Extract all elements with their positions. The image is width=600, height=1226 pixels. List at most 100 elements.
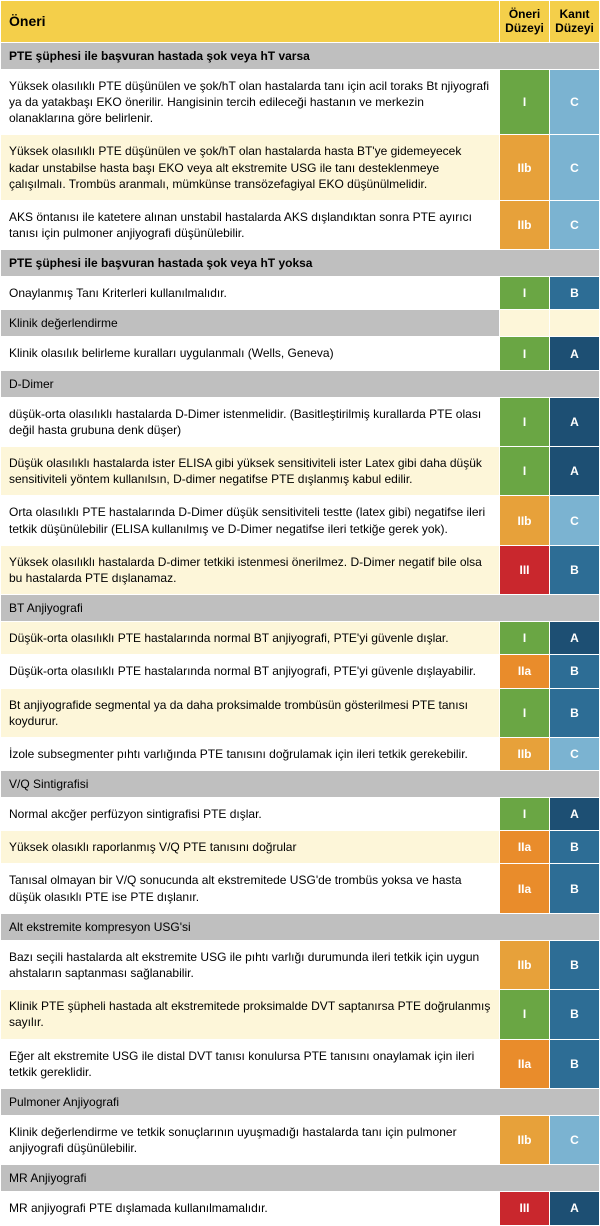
- table-row: MR Anjiyografi: [1, 1165, 600, 1192]
- rec-badge: I: [500, 990, 550, 1039]
- ev-badge: A: [550, 1192, 600, 1225]
- table-row: Onaylanmış Tanı Kriterleri kullanılmalıd…: [1, 277, 600, 310]
- ev-badge: A: [550, 622, 600, 655]
- rec-badge: IIb: [500, 1115, 550, 1164]
- ev-badge: B: [550, 277, 600, 310]
- header-title: Öneri: [1, 1, 500, 43]
- rec-badge: I: [500, 447, 550, 496]
- table-row: V/Q Sintigrafisi: [1, 771, 600, 798]
- recommendation-text: Normal akcğer perfüzyon sintigrafisi PTE…: [1, 798, 500, 831]
- table-row: İzole subsegmenter pıhtı varlığında PTE …: [1, 737, 600, 770]
- table-row: Bazı seçili hastalarda alt ekstremite US…: [1, 940, 600, 989]
- recommendation-text: Yüksek olasılıklı PTE düşünülen ve şok/h…: [1, 69, 500, 135]
- table-row: BT Anjiyografi: [1, 595, 600, 622]
- recommendation-text: AKS öntanısı ile katetere alınan unstabi…: [1, 200, 500, 249]
- rec-badge: IIb: [500, 940, 550, 989]
- table-row: Yüksek olasılıklı PTE düşünülen ve şok/h…: [1, 135, 600, 201]
- ev-badge: C: [550, 69, 600, 135]
- rec-badge: I: [500, 337, 550, 370]
- rec-badge: IIa: [500, 1039, 550, 1088]
- table-row: Orta olasılıklı PTE hastalarında D-Dimer…: [1, 496, 600, 545]
- recommendation-text: Yüksek olasılıklı hastalarda D-dimer tet…: [1, 545, 500, 594]
- rec-badge: I: [500, 622, 550, 655]
- ev-badge: B: [550, 545, 600, 594]
- recommendation-text: Klinik değerlendirme ve tetkik sonuçları…: [1, 1115, 500, 1164]
- ev-badge: C: [550, 135, 600, 201]
- recommendation-text: Yüksek olasılıklı PTE düşünülen ve şok/h…: [1, 135, 500, 201]
- ev-badge: B: [550, 655, 600, 688]
- ev-badge: A: [550, 798, 600, 831]
- header-row: Öneri Öneri Düzeyi Kanıt Düzeyi: [1, 1, 600, 43]
- recommendation-text: Bt anjiyografide segmental ya da daha pr…: [1, 688, 500, 737]
- table-row: Klinik değerlendirme: [1, 310, 600, 337]
- recommendation-text: MR anjiyografi PTE dışlamada kullanılmam…: [1, 1192, 500, 1225]
- recommendation-text: İzole subsegmenter pıhtı varlığında PTE …: [1, 737, 500, 770]
- ev-badge: B: [550, 831, 600, 864]
- rec-badge: I: [500, 397, 550, 446]
- header-col-ev: Kanıt Düzeyi: [550, 1, 600, 43]
- recommendation-text: Eğer alt ekstremite USG ile distal DVT t…: [1, 1039, 500, 1088]
- table-row: Klinik değerlendirme ve tetkik sonuçları…: [1, 1115, 600, 1164]
- table-row: MR anjiyografi PTE dışlamada kullanılmam…: [1, 1192, 600, 1225]
- rec-badge: III: [500, 545, 550, 594]
- rec-badge: I: [500, 798, 550, 831]
- rec-badge: I: [500, 69, 550, 135]
- ev-badge: B: [550, 688, 600, 737]
- subsection-header: Klinik değerlendirme: [1, 310, 500, 337]
- subsection-header: D-Dimer: [1, 370, 600, 397]
- subsection-header: Alt ekstremite kompresyon USG'si: [1, 913, 600, 940]
- table-body: PTE şüphesi ile başvuran hastada şok vey…: [1, 42, 600, 1225]
- recommendation-table-wrap: Öneri Öneri Düzeyi Kanıt Düzeyi PTE şüph…: [0, 0, 600, 1226]
- recommendation-text: Klinik PTE şüpheli hastada alt ekstremit…: [1, 990, 500, 1039]
- table-row: Bt anjiyografide segmental ya da daha pr…: [1, 688, 600, 737]
- ev-badge: C: [550, 737, 600, 770]
- rec-badge: IIb: [500, 737, 550, 770]
- rec-badge: III: [500, 1192, 550, 1225]
- table-row: Tanısal olmayan bir V/Q sonucunda alt ek…: [1, 864, 600, 913]
- recommendation-text: Düşük olasılıklı hastalarda ister ELISA …: [1, 447, 500, 496]
- rec-badge: I: [500, 688, 550, 737]
- recommendation-text: Bazı seçili hastalarda alt ekstremite US…: [1, 940, 500, 989]
- recommendation-text: Düşük-orta olasılıklı PTE hastalarında n…: [1, 622, 500, 655]
- recommendation-text: Klinik olasılık belirleme kuralları uygu…: [1, 337, 500, 370]
- ev-badge: B: [550, 990, 600, 1039]
- ev-badge: A: [550, 447, 600, 496]
- rec-badge: IIb: [500, 200, 550, 249]
- table-row: düşük-orta olasılıklı hastalarda D-Dimer…: [1, 397, 600, 446]
- ev-badge: C: [550, 200, 600, 249]
- rec-badge-blank: [500, 310, 550, 337]
- recommendation-text: Yüksek olasıklı raporlanmış V/Q PTE tanı…: [1, 831, 500, 864]
- recommendation-text: düşük-orta olasılıklı hastalarda D-Dimer…: [1, 397, 500, 446]
- subsection-header: BT Anjiyografi: [1, 595, 600, 622]
- table-row: PTE şüphesi ile başvuran hastada şok vey…: [1, 250, 600, 277]
- recommendation-text: Tanısal olmayan bir V/Q sonucunda alt ek…: [1, 864, 500, 913]
- ev-badge: C: [550, 496, 600, 545]
- subsection-header: MR Anjiyografi: [1, 1165, 600, 1192]
- table-row: Yüksek olasılıklı hastalarda D-dimer tet…: [1, 545, 600, 594]
- ev-badge: A: [550, 397, 600, 446]
- rec-badge: IIa: [500, 831, 550, 864]
- ev-badge: C: [550, 1115, 600, 1164]
- table-row: Klinik olasılık belirleme kuralları uygu…: [1, 337, 600, 370]
- ev-badge: B: [550, 1039, 600, 1088]
- table-row: Yüksek olasılıklı PTE düşünülen ve şok/h…: [1, 69, 600, 135]
- table-row: Eğer alt ekstremite USG ile distal DVT t…: [1, 1039, 600, 1088]
- section-header: PTE şüphesi ile başvuran hastada şok vey…: [1, 42, 600, 69]
- rec-badge: IIb: [500, 135, 550, 201]
- recommendation-table: Öneri Öneri Düzeyi Kanıt Düzeyi PTE şüph…: [0, 0, 600, 1226]
- table-row: AKS öntanısı ile katetere alınan unstabi…: [1, 200, 600, 249]
- ev-badge: B: [550, 940, 600, 989]
- recommendation-text: Düşük-orta olasılıklı PTE hastalarında n…: [1, 655, 500, 688]
- ev-badge: A: [550, 337, 600, 370]
- table-row: PTE şüphesi ile başvuran hastada şok vey…: [1, 42, 600, 69]
- rec-badge: I: [500, 277, 550, 310]
- table-row: Pulmoner Anjiyografi: [1, 1088, 600, 1115]
- subsection-header: V/Q Sintigrafisi: [1, 771, 600, 798]
- ev-badge-blank: [550, 310, 600, 337]
- subsection-header: Pulmoner Anjiyografi: [1, 1088, 600, 1115]
- header-col-rec: Öneri Düzeyi: [500, 1, 550, 43]
- table-row: D-Dimer: [1, 370, 600, 397]
- section-header: PTE şüphesi ile başvuran hastada şok vey…: [1, 250, 600, 277]
- rec-badge: IIb: [500, 496, 550, 545]
- table-row: Düşük olasılıklı hastalarda ister ELISA …: [1, 447, 600, 496]
